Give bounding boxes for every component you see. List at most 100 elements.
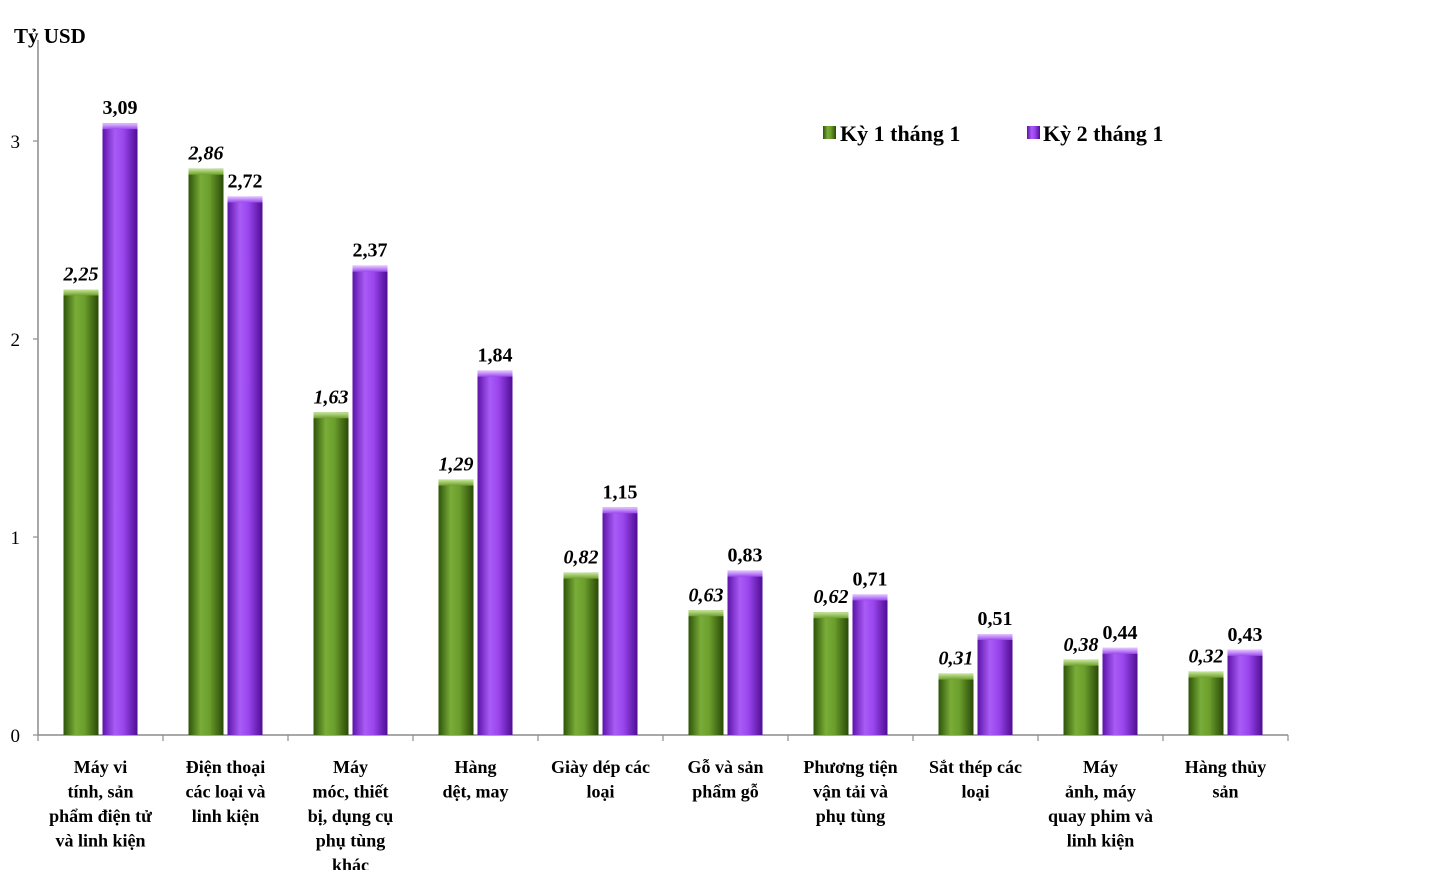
bar-cap-series-2 [102, 123, 138, 130]
category-label: Sắt thép các loại [929, 757, 1022, 802]
category-label-line: Phương tiện [803, 757, 897, 777]
category-label: Máy móc, thiết bị, dụng cụ phụ tùng khác [308, 757, 394, 870]
y-axis-ticks: 0 1 2 3 [11, 132, 38, 747]
category-label: Gỗ và sản phẩm gỗ [687, 757, 763, 802]
category-label-line: linh kiện [1067, 831, 1135, 851]
bar-series-1 [63, 289, 99, 735]
data-label-series-2: 1,15 [603, 481, 638, 503]
bar-series-1 [563, 572, 599, 735]
category-label-line: phẩm gỗ [692, 782, 759, 802]
category-label-line: phẩm điện tử [49, 806, 152, 826]
bar-cap-series-1 [438, 479, 474, 486]
category-label: Phương tiện vận tải và phụ tùng [803, 757, 897, 826]
category-label-line: bị, dụng cụ [308, 806, 394, 826]
bar-cap-series-1 [938, 673, 974, 680]
bar-series-1 [1188, 671, 1224, 735]
data-label-series-1: 2,25 [63, 264, 99, 286]
bar-cap-series-1 [688, 610, 724, 617]
category-label: Máy ảnh, máy quay phim và linh kiện [1048, 757, 1153, 851]
category-label-line: sản [1212, 782, 1238, 802]
category-label-line: ảnh, máy [1065, 782, 1136, 802]
category-label-line: khác [332, 855, 369, 870]
data-label-series-2: 1,84 [478, 345, 513, 367]
data-label-series-2: 0,43 [1228, 624, 1263, 646]
data-label-series-1: 1,63 [314, 386, 349, 408]
bar-cap-series-1 [63, 289, 99, 296]
y-tick-label: 2 [11, 330, 21, 351]
category-label-line: loại [961, 782, 989, 802]
data-label-series-2: 0,83 [728, 545, 763, 567]
bar-series-1 [313, 412, 349, 735]
category-label-line: Máy [333, 757, 368, 777]
category-labels: Máy vi tính, sản phẩm điện tử và linh kiện Đ… [49, 757, 1266, 870]
category-label: Điện thoại các loại và linh kiện [186, 757, 266, 826]
y-axis-unit-label: Tỷ USD [14, 24, 86, 48]
category-label-line: các loại và [186, 782, 266, 802]
data-label-series-1: 2,86 [188, 143, 224, 165]
data-labels: 2,25 3,09 2,862,72 1,63 2,37 1,29 1,84 0,82 1,15… [63, 97, 1263, 669]
bar-cap-series-1 [313, 412, 349, 419]
bar-series-2 [227, 196, 263, 735]
bar-series-1 [188, 168, 224, 736]
data-label-series-2: 2,37 [353, 240, 388, 262]
bar-cap-series-2 [477, 370, 513, 377]
legend-swatch-series-1 [823, 126, 836, 139]
bar-cap-series-2 [727, 570, 763, 577]
category-label: Hàng thủy sản [1185, 757, 1267, 802]
legend-label-series-2: Kỳ 2 tháng 1 [1043, 121, 1163, 146]
data-label-series-1: 0,82 [564, 547, 599, 569]
category-label-line: Hàng thủy [1185, 757, 1267, 777]
category-label-line: Hàng [454, 757, 496, 777]
bar-cap-series-1 [1188, 671, 1224, 678]
data-label-series-1: 1,29 [439, 454, 474, 476]
category-label-line: Máy [1083, 757, 1118, 777]
y-tick-label: 0 [11, 726, 21, 747]
category-label: Hàng dệt, may [443, 757, 509, 802]
legend-label-series-1: Kỳ 1 tháng 1 [840, 121, 960, 146]
bar-cap-series-2 [227, 196, 263, 203]
data-label-series-1: 0,62 [814, 586, 849, 608]
category-label-line: và linh kiện [55, 831, 145, 851]
category-label-line: phụ tùng [316, 831, 386, 851]
y-tick-label: 3 [11, 132, 21, 153]
bar-series-2 [352, 265, 388, 735]
data-label-series-2: 3,09 [103, 97, 138, 119]
category-label-line: loại [586, 782, 614, 802]
legend-swatch-series-2 [1027, 126, 1040, 139]
category-label-line: tính, sản [67, 782, 133, 802]
category-label-line: móc, thiết [313, 782, 389, 802]
category-label-line: Giày dép các [551, 757, 650, 777]
bar-series-2 [477, 370, 513, 735]
data-label-series-1: 0,31 [939, 648, 974, 670]
category-label-line: Điện thoại [186, 757, 266, 777]
bar-series-2 [1227, 649, 1263, 735]
legend: Kỳ 1 tháng 1 Kỳ 2 tháng 1 [823, 121, 1163, 146]
bar-series-1 [1063, 659, 1099, 735]
bar-cap-series-2 [1227, 649, 1263, 656]
bar-cap-series-1 [188, 168, 224, 175]
category-label: Giày dép các loại [551, 757, 650, 802]
bar-series-2 [1102, 647, 1138, 735]
bar-series-2 [602, 507, 638, 735]
bar-series-1 [813, 612, 849, 735]
bar-series-1 [438, 479, 474, 735]
bar-series-1 [688, 610, 724, 735]
bar-cap-series-2 [977, 634, 1013, 641]
bar-cap-series-1 [813, 612, 849, 619]
category-label-line: linh kiện [192, 806, 260, 826]
bars [63, 123, 1263, 736]
data-label-series-2: 2,72 [228, 170, 263, 192]
data-label-series-1: 0,63 [689, 584, 724, 606]
bar-cap-series-2 [1102, 647, 1138, 654]
bar-series-2 [852, 594, 888, 735]
category-label-line: dệt, may [443, 782, 509, 802]
bar-cap-series-2 [852, 594, 888, 601]
category-label-line: phụ tùng [816, 806, 886, 826]
bar-series-2 [102, 123, 138, 736]
category-label-line: Gỗ và sản [687, 757, 763, 777]
bar-cap-series-1 [563, 572, 599, 579]
bar-cap-series-1 [1063, 659, 1099, 666]
data-label-series-2: 0,44 [1103, 622, 1138, 644]
bar-cap-series-2 [352, 265, 388, 272]
